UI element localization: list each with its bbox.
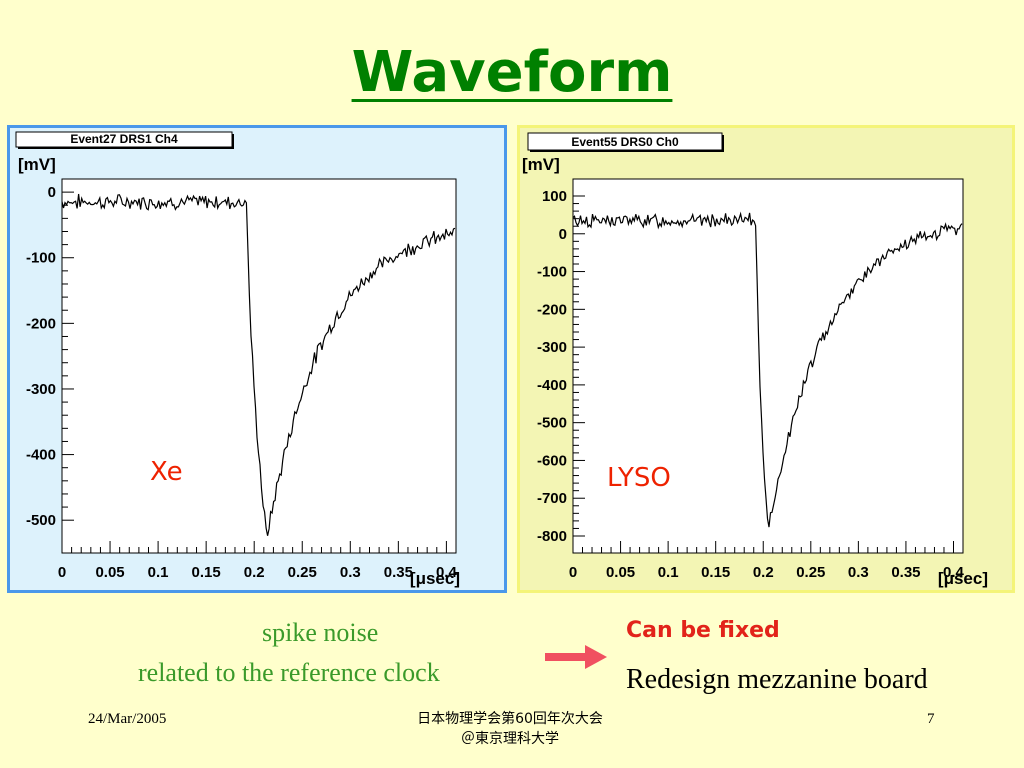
y-tick-label: -100 <box>537 264 567 281</box>
x-tick-label: 0.25 <box>796 564 825 581</box>
y-tick-label: 100 <box>542 188 567 205</box>
plot-frame <box>572 178 964 554</box>
y-axis-label: [mV] <box>18 155 56 174</box>
can-be-fixed-note: Can be fixed <box>626 618 780 643</box>
x-tick-label: 0 <box>58 564 66 581</box>
y-tick-label: -400 <box>537 377 567 394</box>
y-tick-label: -700 <box>537 490 567 507</box>
x-tick-label: 0.2 <box>753 564 774 581</box>
x-tick-label: 0.1 <box>148 564 169 581</box>
xe-waveform-panel: Event27 DRS1 Ch4 0 -100 -200 -300 -400 -500 0 0.… <box>7 125 507 593</box>
x-tick-label: 0.2 <box>244 564 265 581</box>
footer-conference: 日本物理学会第60回年次大会 ＠東京理科大学 <box>300 709 720 749</box>
spike-noise-note: spike noise <box>262 618 379 647</box>
hist-title: Event27 DRS1 Ch4 <box>70 132 178 146</box>
right-arrow-icon <box>545 645 607 669</box>
y-tick-label: 0 <box>48 184 56 201</box>
y-axis-label: [mV] <box>522 155 560 174</box>
detector-label: LYSO <box>607 463 671 493</box>
lyso-waveform-panel: Event55 DRS0 Ch0 100 0 -100 -200 -300 -400 -500… <box>517 125 1015 593</box>
footer-conference-name: 日本物理学会第60回年次大会 <box>417 711 603 727</box>
plot-frame <box>61 178 457 554</box>
x-tick-label: 0.05 <box>95 564 124 581</box>
hist-title: Event55 DRS0 Ch0 <box>571 135 679 149</box>
x-tick-label: 0.35 <box>384 564 413 581</box>
x-tick-label: 0.1 <box>658 564 679 581</box>
footer-date: 24/Mar/2005 <box>88 711 167 727</box>
y-tick-label: -300 <box>537 339 567 356</box>
y-tick-label: -100 <box>26 250 56 267</box>
y-tick-label: -200 <box>26 315 56 332</box>
reference-clock-note: related to the reference clock <box>138 658 440 687</box>
y-tick-label: -500 <box>26 512 56 529</box>
y-tick-label: -400 <box>26 447 56 464</box>
x-tick-label: 0.4 <box>943 564 965 581</box>
x-axis-label: [μsec] <box>410 569 460 588</box>
x-tick-label: 0.3 <box>340 564 361 581</box>
x-tick-label: 0.15 <box>701 564 730 581</box>
lyso-waveform-chart: Event55 DRS0 Ch0 100 0 -100 -200 -300 -400 -500… <box>522 132 988 588</box>
x-tick-label: 0.4 <box>436 564 458 581</box>
x-tick-label: 0.3 <box>848 564 869 581</box>
x-tick-label: 0.05 <box>606 564 635 581</box>
detector-label: Xe <box>150 457 183 487</box>
y-tick-label: -600 <box>537 452 567 469</box>
y-tick-label: -500 <box>537 415 567 432</box>
footer-conference-venue: ＠東京理科大学 <box>461 731 559 747</box>
y-tick-label: -800 <box>537 528 567 545</box>
xe-waveform-chart: Event27 DRS1 Ch4 0 -100 -200 -300 -400 -500 0 0.… <box>15 131 460 588</box>
x-tick-label: 0.35 <box>891 564 920 581</box>
hist-title-box <box>15 131 233 148</box>
redesign-note: Redesign mezzanine board <box>626 664 928 695</box>
x-tick-label: 0 <box>569 564 577 581</box>
footer-page-number: 7 <box>927 711 935 727</box>
x-tick-label: 0.25 <box>288 564 317 581</box>
hist-title-box <box>527 132 723 151</box>
y-tick-label: -200 <box>537 301 567 318</box>
y-tick-label: -300 <box>26 381 56 398</box>
x-tick-label: 0.15 <box>192 564 221 581</box>
y-tick-label: 0 <box>559 226 567 243</box>
slide-title: Waveform <box>351 40 673 105</box>
x-axis-label: [μsec] <box>938 569 988 588</box>
waveform-line <box>572 211 963 528</box>
waveform-line <box>61 193 456 536</box>
